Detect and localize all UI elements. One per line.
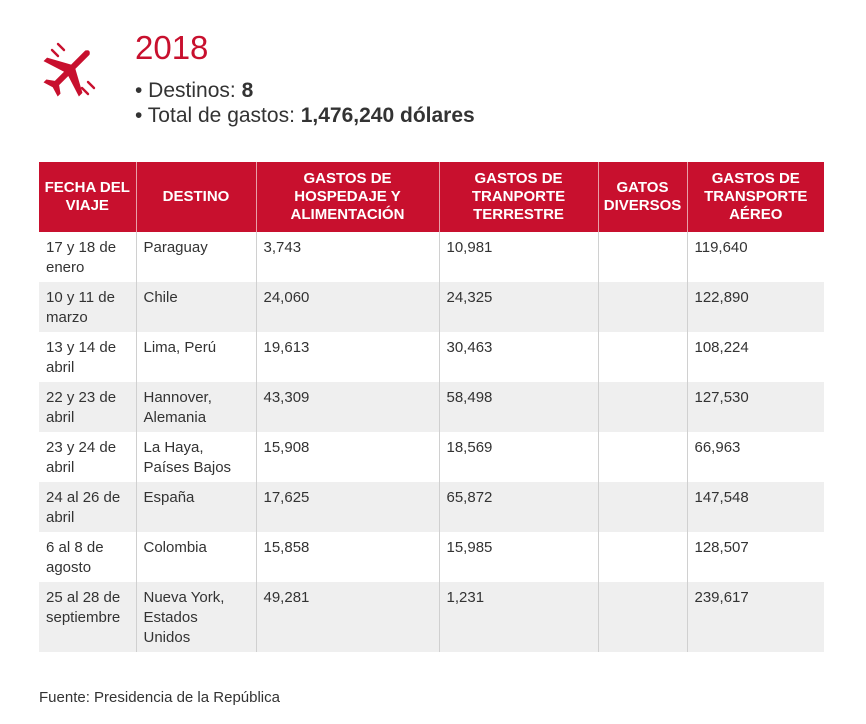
cell-fecha: 13 y 14 de abril xyxy=(39,332,137,382)
cell-hospedaje: 49,281 xyxy=(256,582,440,652)
cell-hospedaje: 3,743 xyxy=(256,232,440,282)
cell-destino: Paraguay xyxy=(136,232,257,282)
summary-stats: • Destinos: 8 • Total de gastos: 1,476,2… xyxy=(135,78,475,128)
cell-diversos xyxy=(598,282,688,332)
cell-destino: La Haya, Países Bajos xyxy=(136,432,257,482)
airplane-icon xyxy=(43,42,96,97)
cell-diversos xyxy=(598,332,688,382)
cell-aereo: 108,224 xyxy=(687,332,824,382)
cell-diversos xyxy=(598,532,688,582)
cell-fecha: 6 al 8 de agosto xyxy=(39,532,137,582)
cell-hospedaje: 15,858 xyxy=(256,532,440,582)
cell-hospedaje: 15,908 xyxy=(256,432,440,482)
table-header-row: FECHA DEL VIAJE DESTINO GASTOS DE HOSPED… xyxy=(39,162,824,232)
header-transporte-aereo: GASTOS DE TRANSPORTE AÉREO xyxy=(687,162,824,232)
cell-terrestre: 30,463 xyxy=(439,332,599,382)
expenses-table: FECHA DEL VIAJE DESTINO GASTOS DE HOSPED… xyxy=(39,162,824,652)
table-row: 13 y 14 de abril Lima, Perú 19,613 30,46… xyxy=(39,332,824,382)
cell-aereo: 119,640 xyxy=(687,232,824,282)
destinos-value: 8 xyxy=(241,79,254,102)
cell-fecha: 25 al 28 de septiembre xyxy=(39,582,137,652)
cell-terrestre: 1,231 xyxy=(439,582,599,652)
cell-diversos xyxy=(598,582,688,652)
cell-hospedaje: 43,309 xyxy=(256,382,440,432)
cell-destino: Hannover, Alemania xyxy=(136,382,257,432)
table-row: 10 y 11 de marzo Chile 24,060 24,325 122… xyxy=(39,282,824,332)
cell-aereo: 239,617 xyxy=(687,582,824,652)
cell-aereo: 128,507 xyxy=(687,532,824,582)
destinos-line: • Destinos: 8 xyxy=(135,78,475,103)
cell-hospedaje: 17,625 xyxy=(256,482,440,532)
cell-fecha: 23 y 24 de abril xyxy=(39,432,137,482)
cell-destino: España xyxy=(136,482,257,532)
header-gastos-diversos: GATOS DIVERSOS xyxy=(598,162,688,232)
cell-diversos xyxy=(598,382,688,432)
gastos-label: • Total de gastos: xyxy=(135,104,301,127)
destinos-label: • Destinos: xyxy=(135,79,242,102)
cell-aereo: 122,890 xyxy=(687,282,824,332)
gastos-value: 1,476,240 dólares xyxy=(300,104,475,127)
cell-terrestre: 58,498 xyxy=(439,382,599,432)
source-note: Fuente: Presidencia de la República xyxy=(39,689,280,706)
cell-aereo: 66,963 xyxy=(687,432,824,482)
cell-fecha: 24 al 26 de abril xyxy=(39,482,137,532)
cell-diversos xyxy=(598,232,688,282)
table-row: 17 y 18 de enero Paraguay 3,743 10,981 1… xyxy=(39,232,824,282)
table-row: 24 al 26 de abril España 17,625 65,872 1… xyxy=(39,482,824,532)
cell-terrestre: 18,569 xyxy=(439,432,599,482)
cell-terrestre: 15,985 xyxy=(439,532,599,582)
page-title: 2018 xyxy=(135,29,209,66)
cell-destino: Colombia xyxy=(136,532,257,582)
table-row: 22 y 23 de abril Hannover, Alemania 43,3… xyxy=(39,382,824,432)
cell-hospedaje: 19,613 xyxy=(256,332,440,382)
header-fecha: FECHA DEL VIAJE xyxy=(39,162,137,232)
cell-fecha: 17 y 18 de enero xyxy=(39,232,137,282)
cell-fecha: 10 y 11 de marzo xyxy=(39,282,137,332)
cell-diversos xyxy=(598,482,688,532)
cell-fecha: 22 y 23 de abril xyxy=(39,382,137,432)
cell-hospedaje: 24,060 xyxy=(256,282,440,332)
table-row: 25 al 28 de septiembre Nueva York, Estad… xyxy=(39,582,824,652)
header-transporte-terrestre: GASTOS DE TRANPORTE TERRESTRE xyxy=(439,162,599,232)
table-row: 6 al 8 de agosto Colombia 15,858 15,985 … xyxy=(39,532,824,582)
cell-destino: Chile xyxy=(136,282,257,332)
cell-aereo: 147,548 xyxy=(687,482,824,532)
cell-terrestre: 65,872 xyxy=(439,482,599,532)
cell-destino: Lima, Perú xyxy=(136,332,257,382)
cell-destino: Nueva York, Estados Unidos xyxy=(136,582,257,652)
table-row: 23 y 24 de abril La Haya, Países Bajos 1… xyxy=(39,432,824,482)
cell-terrestre: 24,325 xyxy=(439,282,599,332)
cell-diversos xyxy=(598,432,688,482)
header-hospedaje: GASTOS DE HOSPEDAJE Y ALIMENTACIÓN xyxy=(256,162,440,232)
gastos-line: • Total de gastos: 1,476,240 dólares xyxy=(135,103,475,128)
cell-terrestre: 10,981 xyxy=(439,232,599,282)
cell-aereo: 127,530 xyxy=(687,382,824,432)
header-destino: DESTINO xyxy=(136,162,257,232)
